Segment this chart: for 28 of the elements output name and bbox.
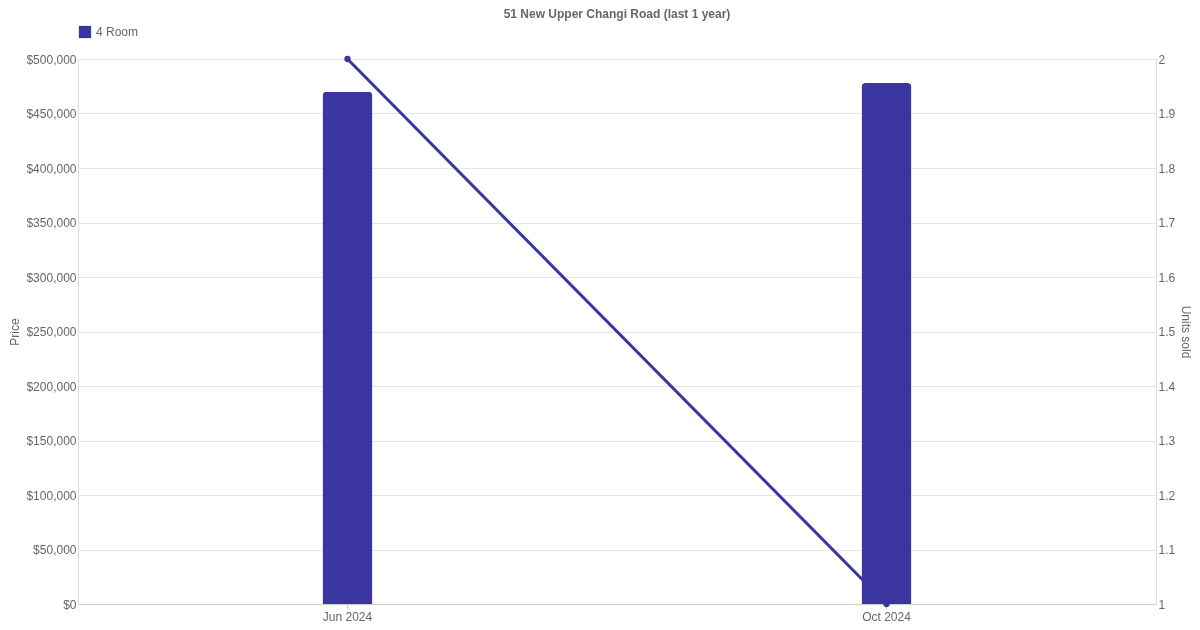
y-tick-label: $300,000 (26, 270, 77, 285)
y2-tick-label: 1.3 (1158, 434, 1176, 448)
x-tick-label: Jun 2024 (322, 609, 373, 624)
legend-label: 4 Room (96, 25, 139, 39)
y-tick-label: $0 (63, 597, 77, 612)
y2-tick-label: 1.8 (1158, 161, 1176, 176)
y-tick-label: $350,000 (26, 216, 77, 230)
y2-tick-label: 1 (1158, 597, 1166, 612)
y2-tick-label: 1.9 (1158, 107, 1176, 121)
y2-tick-label: 1.1 (1158, 543, 1176, 557)
y2-tick-label: 1.4 (1158, 379, 1176, 394)
y2-tick-label: 1.5 (1158, 325, 1176, 339)
y2-tick-label: 1.6 (1158, 270, 1176, 285)
x-tick-label: Oct 2024 (862, 609, 912, 624)
y-axis-title: Price (8, 318, 23, 346)
y-tick-label: $250,000 (26, 325, 77, 339)
y-tick-label: $100,000 (26, 488, 77, 503)
y-tick-label: $450,000 (26, 107, 77, 121)
chart-title: 51 New Upper Changi Road (last 1 year) (503, 7, 731, 21)
y2-axis-title: Units sold (1179, 305, 1194, 359)
y-tick-label: $200,000 (26, 379, 77, 394)
y2-tick-label: 1.7 (1158, 216, 1176, 230)
y2-tick-label: 2 (1158, 52, 1166, 67)
y-tick-label: $500,000 (26, 52, 77, 67)
y-tick-label: $400,000 (26, 161, 77, 176)
y-tick-label: $150,000 (26, 434, 77, 448)
y-tick-label: $50,000 (33, 543, 77, 557)
y2-tick-label: 1.2 (1158, 488, 1176, 503)
